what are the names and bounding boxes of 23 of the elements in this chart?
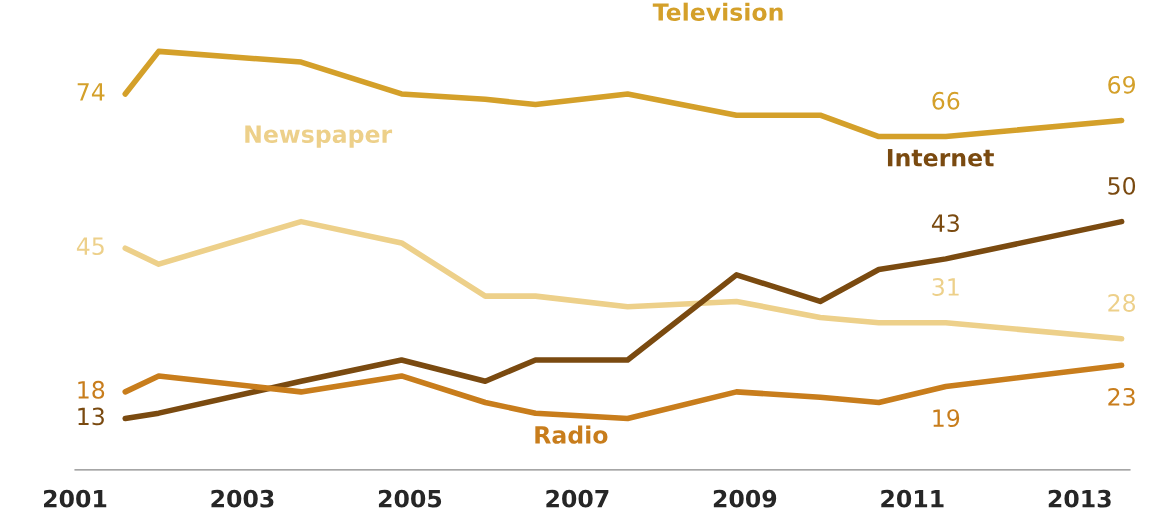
data-label: 66 [932,91,960,110]
x-tick-label: 2009 [713,489,777,508]
data-label: 18 [78,380,105,399]
data-label: 45 [76,237,104,256]
text: Television [652,2,783,21]
data-label: 23 [1108,387,1135,406]
text: Internet [887,149,994,167]
text: Newspaper [245,125,393,148]
data-label: 50 [1108,176,1136,195]
x-tick-label: 2005 [378,489,442,508]
data-label: 69 [1108,75,1135,94]
data-label: 28 [1108,294,1136,312]
data-label: 13 [78,407,104,426]
data-label: 74 [77,83,105,101]
data-label: 19 [933,409,960,428]
data-label: 31 [932,278,959,296]
x-tick-label: 2007 [546,489,609,508]
data-label: 43 [931,214,959,233]
series-label: Radio [535,425,608,444]
x-tick-label: 2001 [44,489,107,508]
x-tick-label: 2003 [211,489,274,508]
x-tick-label: 2011 [881,489,944,508]
x-tick-label: 2013 [1048,489,1111,508]
